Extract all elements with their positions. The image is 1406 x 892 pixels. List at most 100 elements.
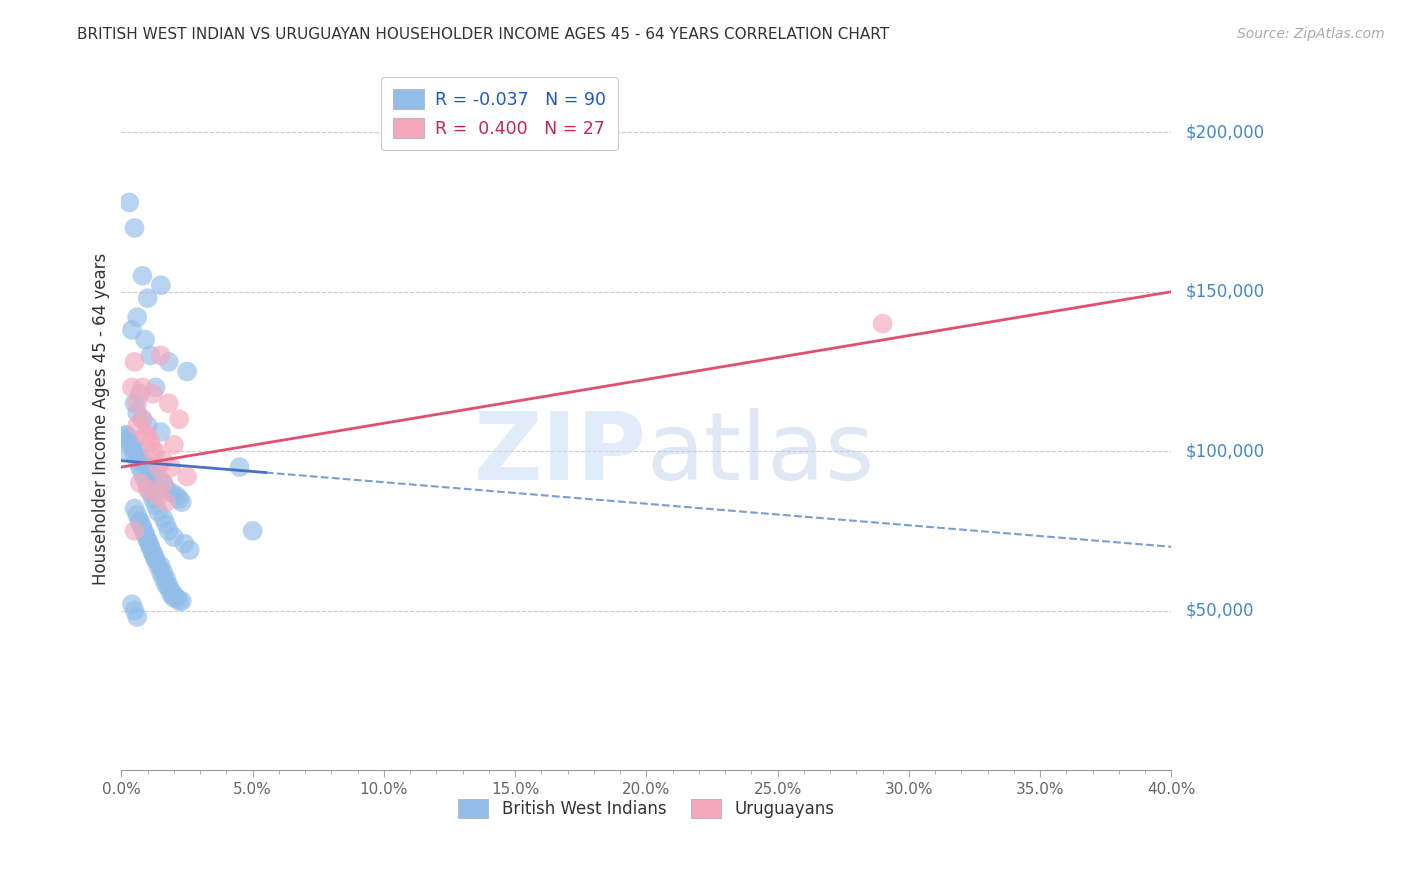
Point [157, 578, 180, 592]
Point [131, 412, 153, 426]
Point [170, 495, 193, 509]
Point [145, 444, 167, 458]
Point [124, 396, 146, 410]
Point [127, 418, 149, 433]
Point [179, 543, 201, 558]
Text: atlas: atlas [647, 409, 875, 500]
Point [139, 540, 162, 554]
Point [127, 453, 149, 467]
Point [121, 441, 143, 455]
Point [134, 527, 156, 541]
Point [127, 508, 149, 522]
Point [170, 594, 193, 608]
Text: $100,000: $100,000 [1185, 442, 1264, 460]
Point [134, 457, 156, 471]
Text: $200,000: $200,000 [1185, 123, 1264, 141]
Point [139, 540, 162, 554]
Point [149, 278, 172, 293]
Point [128, 386, 150, 401]
Point [142, 467, 165, 481]
Point [142, 491, 165, 506]
Point [124, 355, 146, 369]
Point [142, 546, 165, 560]
Point [152, 476, 174, 491]
Point [118, 431, 141, 445]
Point [148, 469, 170, 483]
Point [145, 380, 167, 394]
Point [124, 447, 146, 461]
Point [155, 483, 177, 497]
Point [128, 514, 150, 528]
Point [167, 412, 190, 426]
Point [157, 524, 180, 538]
Point [149, 349, 172, 363]
Point [136, 418, 159, 433]
Point [139, 460, 162, 475]
Point [128, 450, 150, 465]
Point [145, 552, 167, 566]
Point [152, 511, 174, 525]
Point [118, 434, 141, 449]
Point [131, 521, 153, 535]
Point [139, 434, 162, 449]
Point [124, 603, 146, 617]
Text: BRITISH WEST INDIAN VS URUGUAYAN HOUSEHOLDER INCOME AGES 45 - 64 YEARS CORRELATI: BRITISH WEST INDIAN VS URUGUAYAN HOUSEHO… [77, 27, 890, 42]
Point [127, 310, 149, 325]
Point [142, 444, 165, 458]
Point [148, 505, 170, 519]
Point [872, 317, 894, 331]
Point [128, 514, 150, 528]
Point [167, 491, 190, 506]
Point [160, 460, 183, 475]
Point [176, 469, 198, 483]
Point [163, 530, 186, 544]
Point [128, 460, 150, 475]
Point [157, 396, 180, 410]
Point [157, 581, 180, 595]
Point [148, 460, 170, 475]
Point [152, 453, 174, 467]
Point [136, 479, 159, 493]
Point [148, 489, 170, 503]
Point [131, 467, 153, 481]
Point [242, 524, 264, 538]
Point [148, 558, 170, 573]
Point [114, 428, 136, 442]
Text: Source: ZipAtlas.com: Source: ZipAtlas.com [1237, 27, 1385, 41]
Point [128, 476, 150, 491]
Point [118, 195, 141, 210]
Point [163, 438, 186, 452]
Point [127, 610, 149, 624]
Point [155, 572, 177, 586]
Text: $50,000: $50,000 [1185, 601, 1254, 620]
Point [121, 380, 143, 394]
Text: ZIP: ZIP [474, 409, 647, 500]
Point [145, 552, 167, 566]
Point [149, 425, 172, 439]
Point [163, 591, 186, 605]
Point [149, 566, 172, 580]
Legend: British West Indians, Uruguayans: British West Indians, Uruguayans [451, 792, 841, 825]
Point [136, 291, 159, 305]
Point [163, 588, 186, 602]
Point [160, 485, 183, 500]
Point [155, 578, 177, 592]
Point [121, 438, 143, 452]
Point [160, 588, 183, 602]
Point [173, 536, 195, 550]
Point [134, 527, 156, 541]
Point [134, 473, 156, 487]
Point [121, 323, 143, 337]
Point [155, 495, 177, 509]
Point [131, 521, 153, 535]
Point [152, 572, 174, 586]
Point [157, 355, 180, 369]
Y-axis label: Householder Income Ages 45 - 64 years: Householder Income Ages 45 - 64 years [93, 253, 110, 585]
Point [121, 597, 143, 611]
Point [131, 412, 153, 426]
Point [124, 524, 146, 538]
Point [131, 268, 153, 283]
Point [136, 428, 159, 442]
Point [127, 396, 149, 410]
Point [136, 483, 159, 497]
